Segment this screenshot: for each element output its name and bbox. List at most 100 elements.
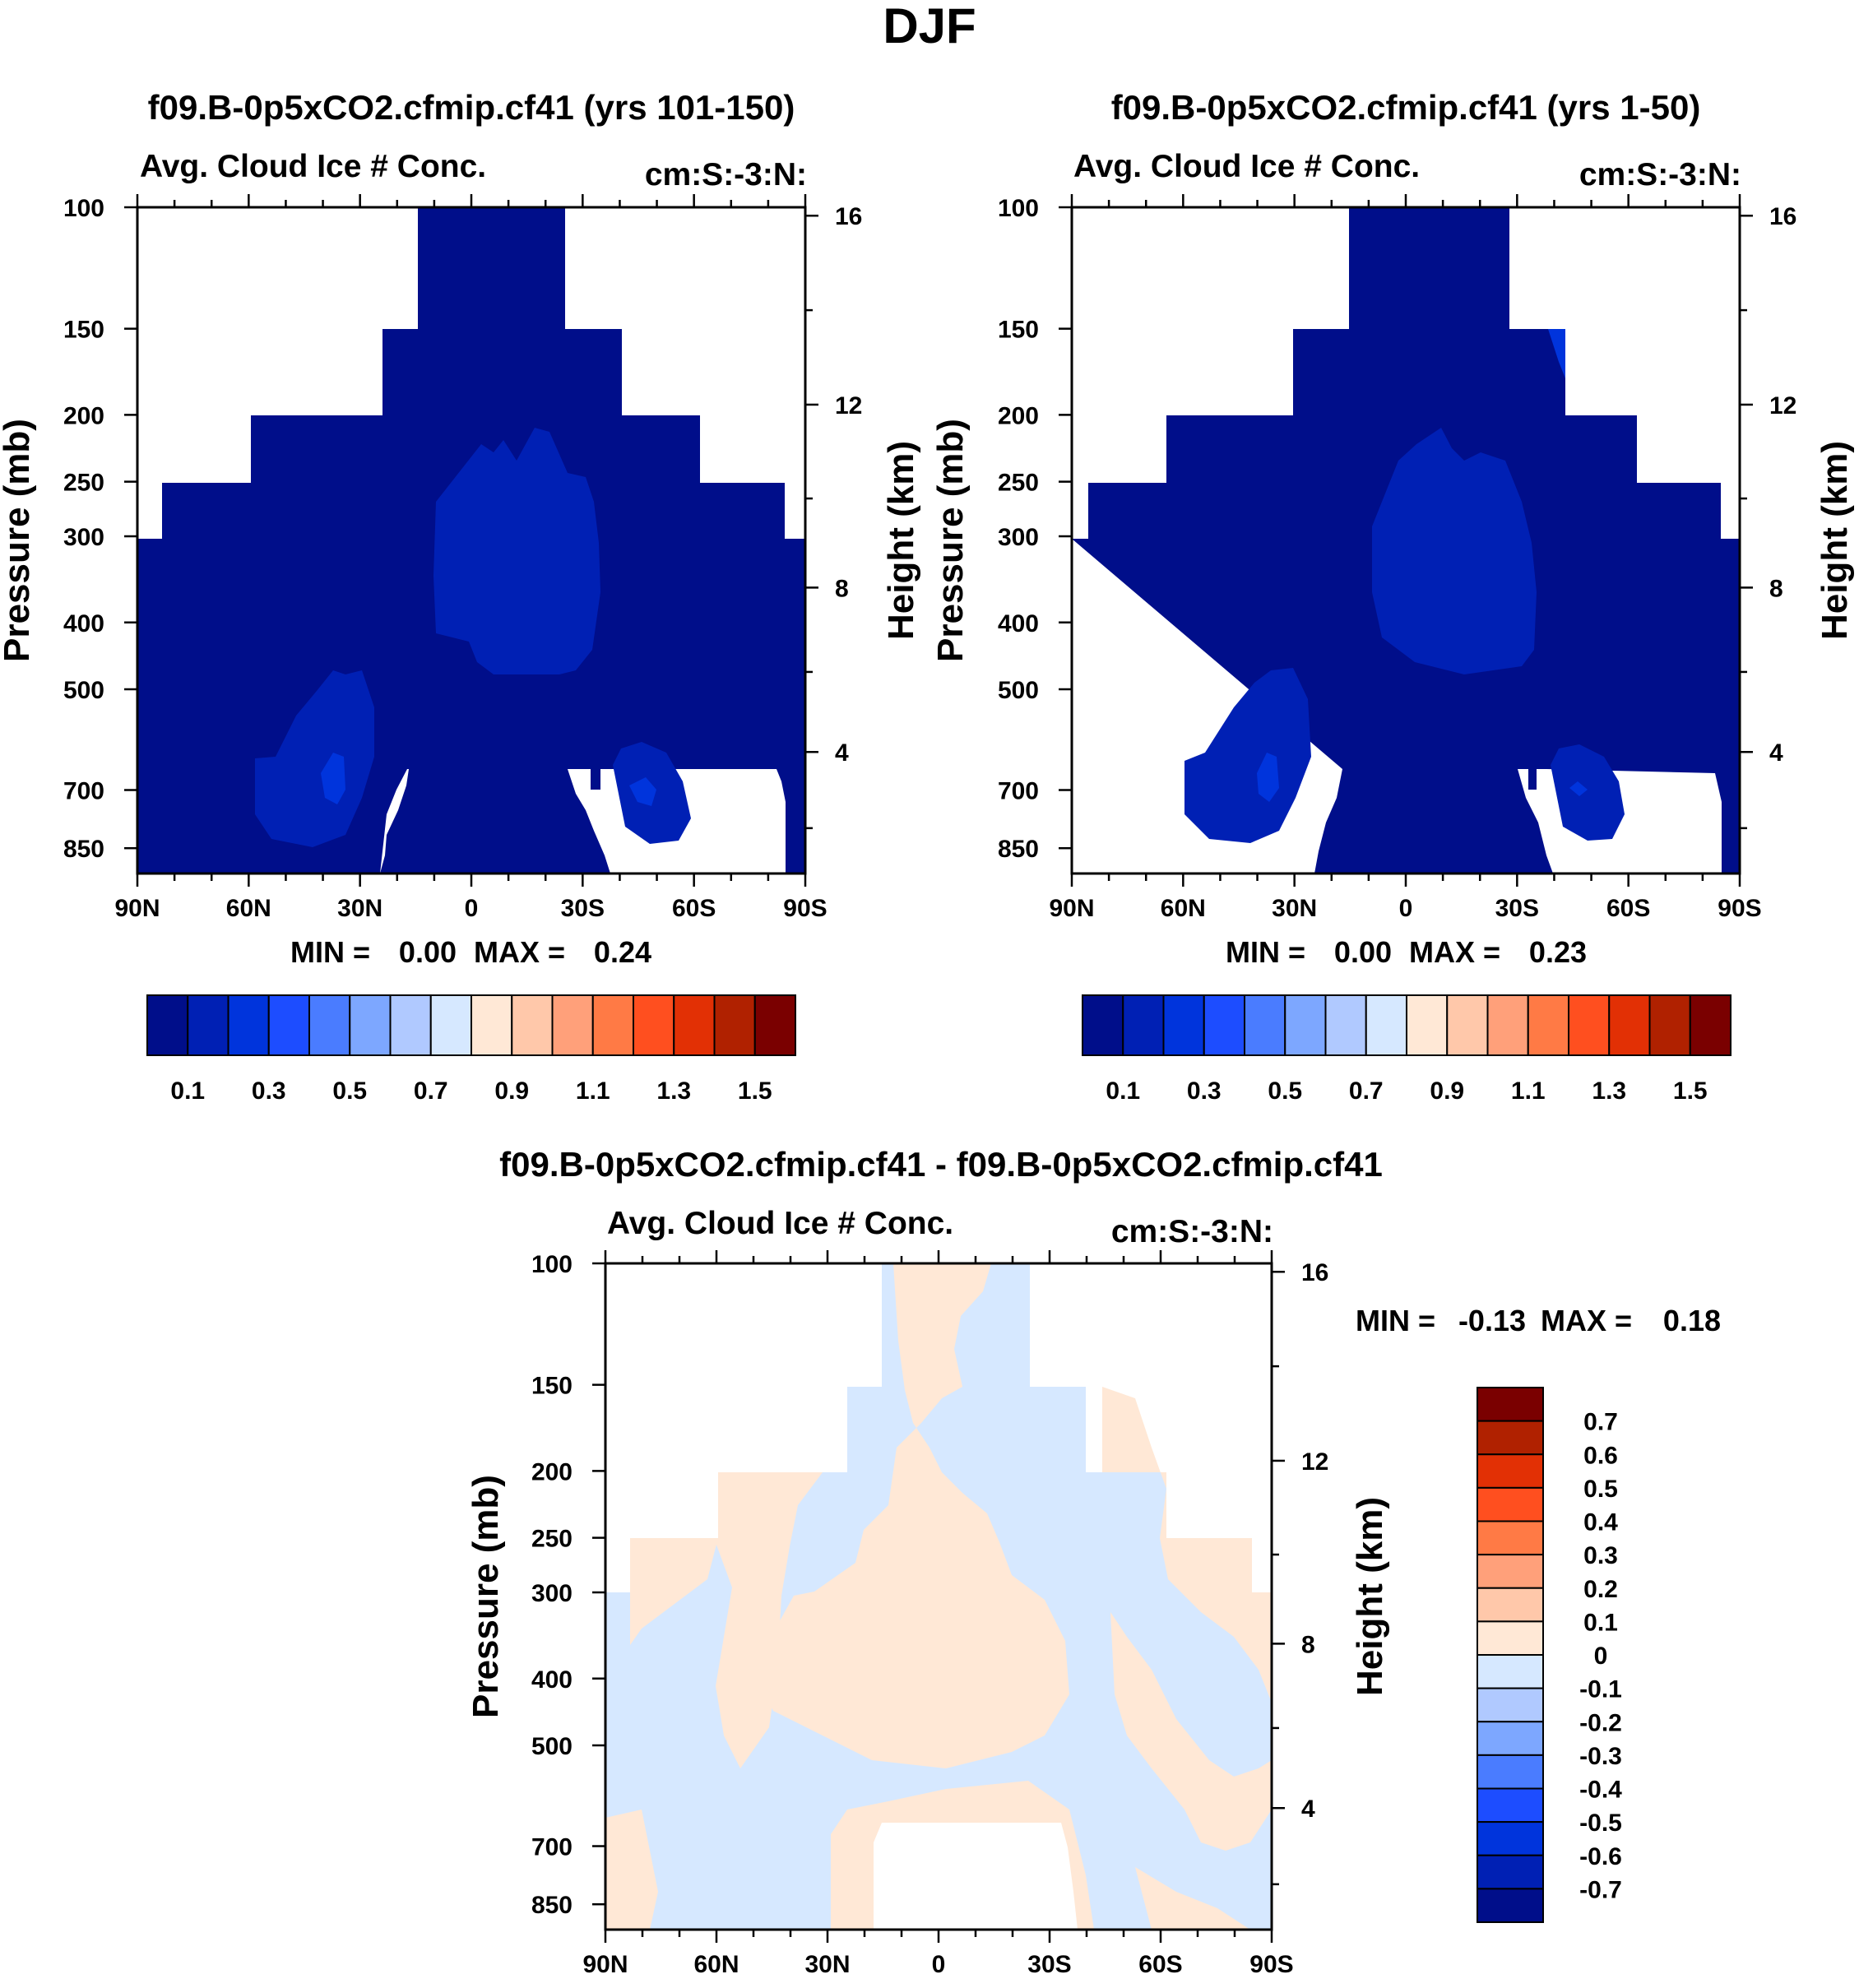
- panel-2-min-label: MIN =: [1226, 935, 1305, 969]
- panel-3-field-positive-nh-lower: [605, 1810, 658, 1930]
- panel-3-max-label: MAX =: [1541, 1304, 1632, 1337]
- colorbar-box: [1608, 994, 1651, 1056]
- colorbar-box: [1122, 994, 1165, 1056]
- panel-2-field-max-upper: [1548, 329, 1565, 378]
- colorbar-label: 1.1: [576, 1077, 610, 1105]
- right-tick-label: 8: [835, 575, 849, 602]
- right-tick-label: 16: [1301, 1259, 1328, 1286]
- y-tick-label: 400: [63, 610, 104, 637]
- colorbar-box: [1477, 1520, 1544, 1556]
- colorbar-label: 0.3: [1187, 1077, 1222, 1105]
- colorbar-box: [1477, 1420, 1544, 1456]
- y-tick-label: 500: [998, 677, 1039, 704]
- panel-3-min-label: MIN =: [1356, 1304, 1435, 1337]
- y-tick-label: 500: [531, 1733, 573, 1760]
- colorbar-box: [1406, 994, 1449, 1056]
- colorbar-box: [471, 994, 513, 1056]
- colorbar-box: [1477, 1453, 1544, 1489]
- panel-3-axes: 90N 60N 30N 0 30S 60S 90S 100 150 200 250 300 400 500…: [531, 1250, 1328, 1978]
- colorbar-label: 0.1: [170, 1077, 205, 1105]
- y-tick-label: 200: [998, 402, 1039, 429]
- colorbar-label: 0.7: [1583, 1409, 1618, 1436]
- colorbar-label: 0.7: [1349, 1077, 1384, 1105]
- colorbar-label: 0.1: [1583, 1609, 1618, 1636]
- colorbar-box: [713, 994, 756, 1056]
- panel-3-max-value: 0.18: [1663, 1304, 1721, 1337]
- colorbar-label: 0.3: [1583, 1542, 1618, 1569]
- colorbar-label: 1.3: [1592, 1077, 1626, 1105]
- colorbar-label: 0.6: [1583, 1442, 1618, 1469]
- panel-3-field-positive-sh-mid: [1110, 1612, 1272, 1851]
- right-tick-label: 16: [1769, 203, 1796, 230]
- colorbar-label: 0.5: [1268, 1077, 1302, 1105]
- colorbar-label: -0.7: [1579, 1876, 1622, 1903]
- panel-1-ylabel: Pressure (mb): [0, 419, 37, 662]
- panel-2-min-value: 0.00: [1334, 935, 1392, 969]
- x-tick-label: 30S: [1495, 895, 1539, 922]
- colorbar-box: [227, 994, 270, 1056]
- panel-1-field-max-nh-core: [321, 753, 345, 804]
- panel-2-field-max-nh-core: [1257, 753, 1279, 802]
- colorbar-label: 0.5: [1583, 1476, 1618, 1503]
- panel-1-field-max-sh-core: [629, 777, 656, 806]
- x-tick-label: 60S: [1138, 1951, 1182, 1978]
- colorbar-box: [591, 994, 634, 1056]
- x-tick-label: 60S: [1606, 895, 1650, 922]
- panel-2-ylabel-right: Height (km): [1815, 441, 1855, 640]
- colorbar-box: [1477, 1554, 1544, 1589]
- y-tick-label: 300: [63, 524, 104, 551]
- panel-1-units-label: cm:S:-3:N:: [645, 157, 807, 192]
- y-tick-label: 500: [63, 677, 104, 704]
- colorbar-label: -0.2: [1579, 1709, 1622, 1736]
- panel-3-field-positive-nh-mid: [714, 1472, 823, 1768]
- panel-1-ylabel-right: Height (km): [881, 441, 921, 640]
- panel-2-field-max-sh: [1551, 744, 1625, 841]
- colorbar-label: 0.1: [1106, 1077, 1140, 1105]
- right-tick-label: 8: [1769, 575, 1783, 602]
- panel-3-field-positive-center: [757, 1263, 1069, 1768]
- colorbar-box: [187, 994, 229, 1056]
- x-tick-label: 90S: [1718, 895, 1761, 922]
- panel-2-axes: 90N 60N 30N 0 30S 60S 90S 100 150 200 250 300 400 500…: [998, 194, 1796, 922]
- colorbar-box: [673, 994, 716, 1056]
- colorbar-box: [1568, 994, 1611, 1056]
- y-tick-label: 300: [531, 1580, 573, 1607]
- panel-3-field-positive-sh-upper: [1102, 1387, 1272, 1703]
- colorbar-label: 0.7: [414, 1077, 448, 1105]
- y-tick-label: 200: [63, 402, 104, 429]
- panel-2-colorbar: 0.1 0.3 0.5 0.7 0.9 1.1 1.3 1.5: [1082, 994, 1732, 1105]
- colorbar-box: [429, 994, 472, 1056]
- colorbar-box: [1477, 1620, 1544, 1656]
- right-tick-label: 16: [835, 203, 862, 230]
- colorbar-box: [1284, 994, 1327, 1056]
- panel-1-plot-area: [137, 207, 805, 874]
- panel-3-ylabel: Pressure (mb): [466, 1475, 506, 1718]
- y-tick-label: 400: [531, 1666, 573, 1694]
- colorbar-box: [1689, 994, 1732, 1056]
- x-tick-label: 90N: [582, 1951, 628, 1978]
- panel-1-colorbar: 0.1 0.3 0.5 0.7 0.9 1.1 1.3 1.5: [146, 994, 796, 1105]
- colorbar-box: [1486, 994, 1529, 1056]
- panel-1-axes: 90N 60N 30N 0 30S 60S 90S 100 150 200 250 300 400 500…: [63, 194, 862, 922]
- right-tick-label: 12: [1769, 392, 1796, 419]
- right-tick-label: 4: [1301, 1796, 1315, 1823]
- colorbar-box: [1365, 994, 1407, 1056]
- colorbar-box: [1648, 994, 1691, 1056]
- x-tick-label: 30S: [1027, 1951, 1071, 1978]
- colorbar-box: [551, 994, 594, 1056]
- colorbar-label: 1.1: [1511, 1077, 1546, 1105]
- y-tick-label: 200: [531, 1458, 573, 1485]
- colorbar-box: [267, 994, 310, 1056]
- y-tick-label: 300: [998, 524, 1039, 551]
- colorbar-box: [1477, 1754, 1544, 1790]
- right-tick-label: 4: [1769, 739, 1783, 767]
- y-tick-label: 400: [998, 610, 1039, 637]
- x-tick-label: 30N: [804, 1951, 850, 1978]
- colorbar-box: [633, 994, 675, 1056]
- colorbar-label: 0.4: [1583, 1509, 1618, 1536]
- x-tick-label: 0: [1399, 895, 1413, 922]
- panel-3-masked-ground: [874, 1823, 1078, 1930]
- y-tick-label: 150: [998, 317, 1039, 344]
- panel-3: f09.B-0p5xCO2.cfmip.cf41 - f09.B-0p5xCO2…: [466, 1145, 1721, 1978]
- panel-3-title: f09.B-0p5xCO2.cfmip.cf41 - f09.B-0p5xCO2…: [499, 1145, 1383, 1184]
